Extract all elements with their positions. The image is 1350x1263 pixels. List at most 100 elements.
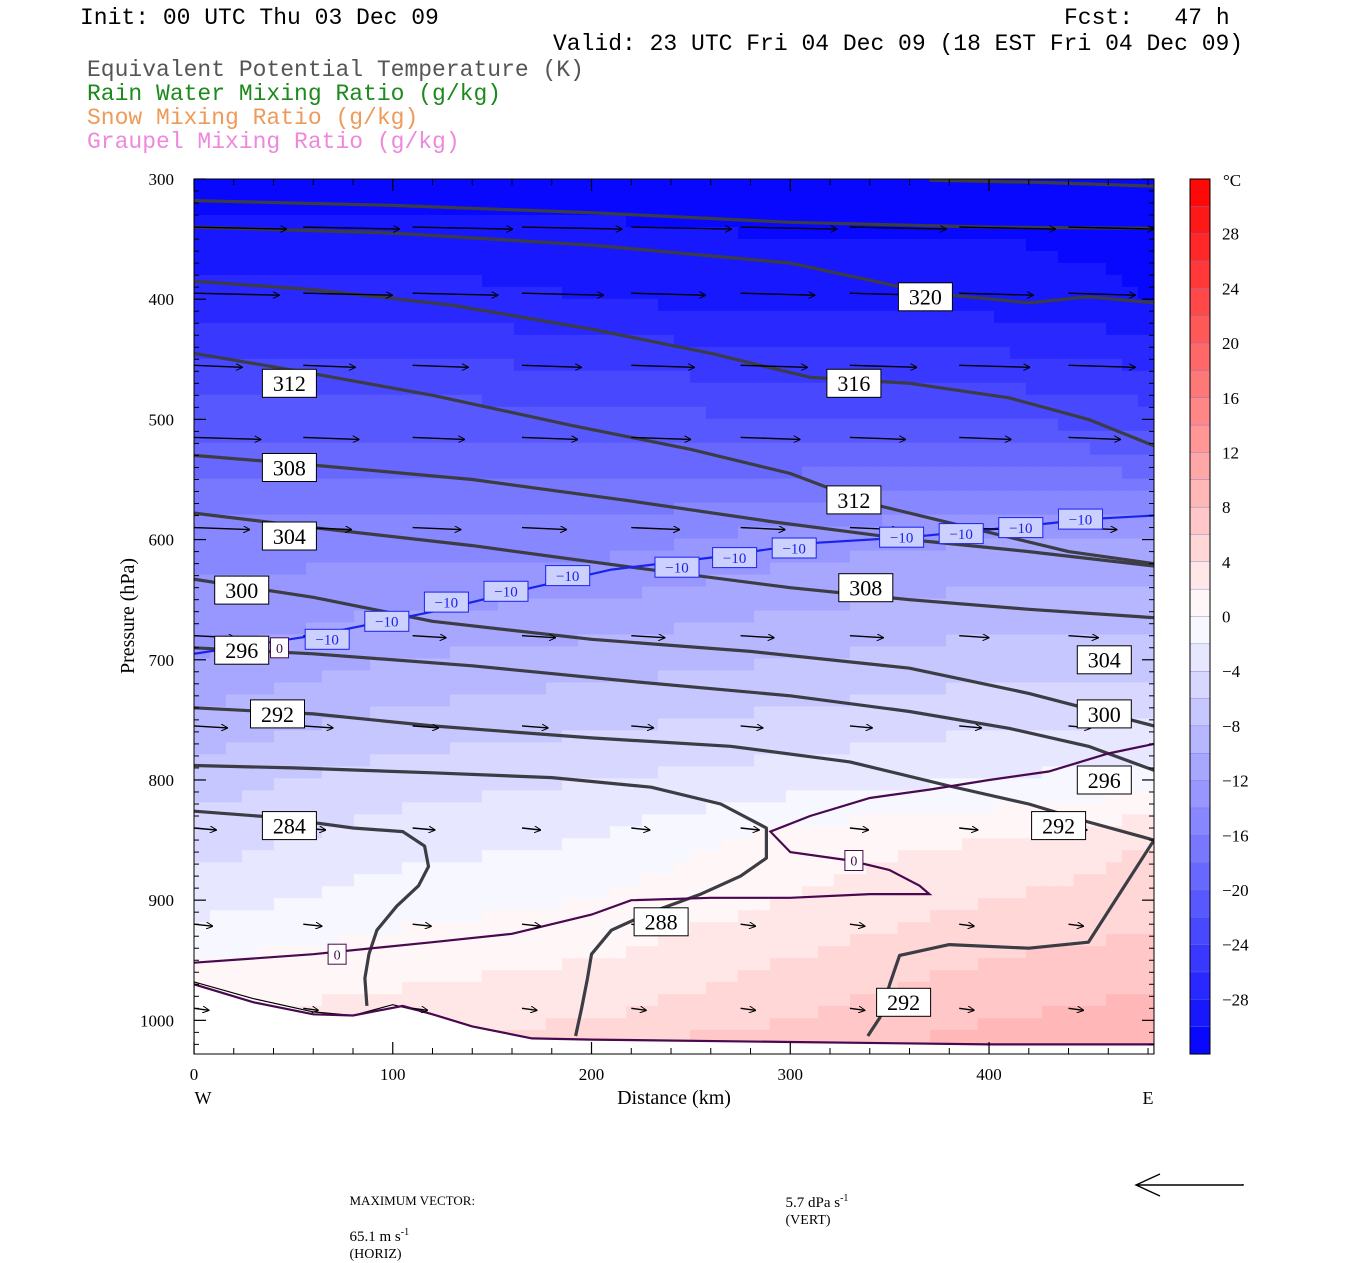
field-cell [786, 274, 803, 288]
field-cell [898, 466, 915, 480]
field-cell [226, 250, 243, 264]
field-cell [978, 898, 995, 911]
field-cell [498, 514, 515, 528]
isotherm-0-label-box [270, 637, 289, 659]
isotherm-minus10-label: −10 [556, 569, 579, 585]
field-cell [418, 442, 435, 456]
field-cell [498, 370, 515, 384]
field-cell [466, 502, 483, 516]
field-cell [386, 274, 403, 288]
field-cell [834, 790, 851, 803]
field-cell [930, 682, 947, 696]
field-cell [850, 958, 867, 971]
field-cell [770, 238, 787, 252]
field-cell [578, 430, 595, 444]
field-cell [562, 718, 579, 731]
field-cell [978, 646, 995, 660]
field-cell [962, 394, 979, 408]
field-cell [450, 382, 467, 396]
field-cell [258, 874, 275, 887]
field-cell [978, 346, 995, 360]
field-cell [610, 502, 627, 516]
field-cell [578, 826, 595, 839]
field-cell [642, 658, 659, 672]
field-cell [418, 886, 435, 899]
field-cell [370, 646, 387, 660]
field-cell [642, 850, 659, 863]
field-cell [1042, 946, 1059, 959]
field-cell [914, 850, 931, 863]
isotherm-0-label: 0 [276, 642, 283, 657]
field-cell [754, 886, 771, 899]
field-cell [722, 598, 739, 612]
field-cell [754, 1018, 771, 1031]
field-cell [578, 610, 595, 624]
isotherm-minus10-label: −10 [1009, 521, 1032, 537]
field-cell [962, 910, 979, 923]
field-cell [674, 478, 691, 492]
field-cell [210, 730, 227, 743]
field-cell [1058, 442, 1075, 456]
field-cell [434, 874, 451, 887]
field-cell [754, 922, 771, 935]
field-cell [274, 202, 291, 216]
field-cell [1090, 394, 1107, 408]
field-cell [994, 742, 1011, 755]
field-cell [674, 586, 691, 600]
field-cell [1074, 682, 1091, 696]
field-cell [898, 778, 915, 791]
field-cell [1058, 382, 1075, 396]
field-cell [706, 454, 723, 468]
field-cell [818, 790, 835, 803]
isotherm-minus10-label-box [938, 523, 984, 545]
field-cell [418, 502, 435, 516]
field-cell [1026, 346, 1043, 360]
colorbar-swatch [1189, 233, 1211, 262]
wind-vector [303, 227, 399, 229]
field-cell [466, 706, 483, 719]
field-cell [994, 910, 1011, 923]
field-cell [546, 202, 563, 216]
field-cell [610, 538, 627, 552]
wind-vector [303, 1008, 318, 1010]
field-cell [242, 334, 259, 348]
field-cell [610, 862, 627, 875]
field-cell [338, 574, 355, 588]
field-cell [194, 886, 211, 899]
field-cell [978, 742, 995, 755]
field-cell [1058, 946, 1075, 959]
field-cell [242, 406, 259, 420]
field-cell [898, 610, 915, 624]
field-cell [338, 478, 355, 492]
field-cell [1042, 706, 1059, 719]
field-cell [258, 898, 275, 911]
field-cell [434, 179, 451, 192]
field-cell [626, 214, 643, 228]
field-cell [546, 862, 563, 875]
field-cell [706, 922, 723, 935]
field-cell [482, 274, 499, 288]
field-cell [402, 670, 419, 684]
field-cell [546, 766, 563, 779]
field-cell [194, 898, 211, 911]
field-cell [674, 754, 691, 767]
field-cell [658, 538, 675, 552]
field-cell [834, 766, 851, 779]
field-cell [1026, 706, 1043, 719]
field-cell [946, 250, 963, 264]
theta-e-label-box [261, 368, 317, 398]
theta-e-label: 316 [837, 371, 870, 396]
field-cell [978, 394, 995, 408]
field-cell [482, 682, 499, 696]
field-cell [642, 238, 659, 252]
field-cell [546, 346, 563, 360]
field-cell [802, 910, 819, 923]
field-cell [802, 334, 819, 348]
field-cell [1074, 466, 1091, 480]
field-cell [722, 970, 739, 983]
field-cell [1042, 982, 1059, 995]
field-cell [514, 850, 531, 863]
field-cell [946, 658, 963, 672]
field-cell [898, 838, 915, 851]
field-cell [1090, 850, 1107, 863]
